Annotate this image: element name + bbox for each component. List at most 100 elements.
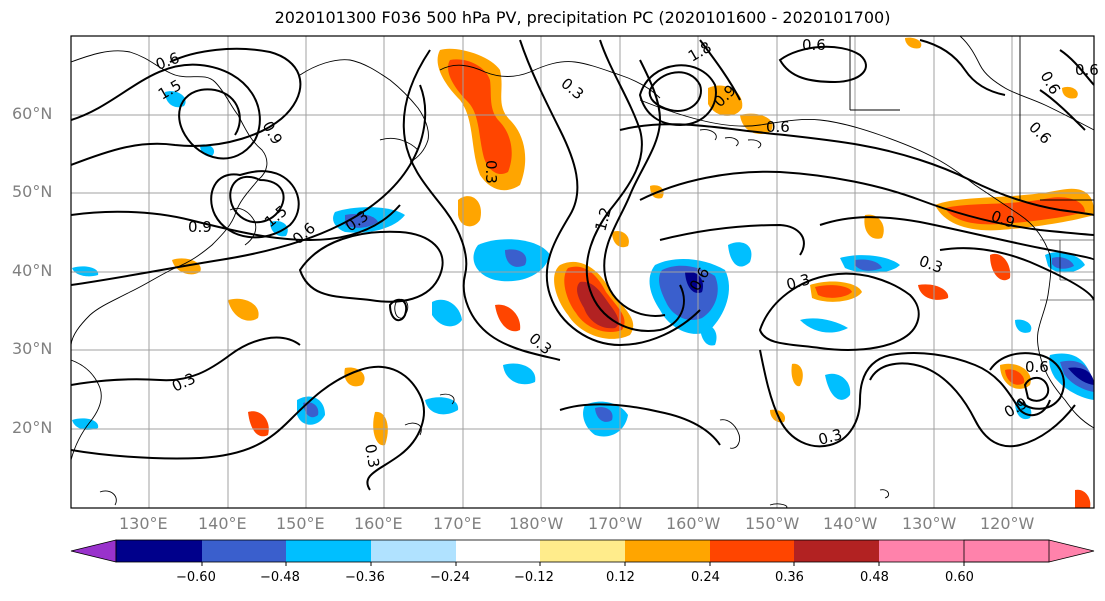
contour-label: 0.3 — [816, 425, 844, 449]
precip-negative-area — [700, 324, 717, 346]
contour-label: 0.6 — [1075, 61, 1099, 79]
precip-negative-area — [1015, 319, 1032, 333]
pv-contour — [699, 39, 741, 101]
precip-positive-area — [344, 367, 365, 387]
precip-negative-area — [659, 265, 718, 321]
colorbar-extend-low — [70, 539, 117, 563]
precip-negative-area — [1052, 257, 1074, 269]
pv-contour — [989, 352, 1065, 410]
precip-negative-area — [825, 373, 851, 400]
colorbar-tick-label: 0.24 — [691, 570, 720, 585]
pv-contour — [229, 175, 285, 224]
contour-label: 0.3 — [784, 270, 812, 294]
pv-contour — [919, 39, 1006, 96]
pv-contours — [71, 39, 1094, 491]
pv-contour — [402, 49, 561, 361]
colorbar-segment — [371, 540, 456, 562]
pv-contour — [1059, 49, 1094, 86]
precip-negative-area — [432, 299, 462, 327]
lon-label: 170°E — [433, 514, 482, 533]
lat-label: 40°N — [12, 261, 53, 280]
graticule — [71, 36, 1094, 508]
precip-positive-area — [1062, 86, 1078, 99]
precip-positive-area — [740, 113, 773, 135]
pv-contour — [778, 45, 867, 84]
lon-label: 140°W — [823, 514, 878, 533]
colorbar-segment — [794, 540, 879, 562]
colorbar-tick-label: 0.60 — [945, 570, 974, 585]
contour-label: 0.6 — [802, 36, 826, 54]
precip-positive-area — [458, 196, 481, 227]
lon-label: 120°W — [980, 514, 1035, 533]
colorbar-segment — [202, 540, 286, 562]
precip-positive-area — [1075, 489, 1091, 508]
precip-negative-area — [303, 402, 319, 418]
lat-label: 30°N — [12, 339, 53, 358]
lon-label: 150°W — [745, 514, 800, 533]
pv-contour — [71, 336, 301, 386]
precip-negative-area — [72, 266, 99, 277]
precip-negative-area — [72, 418, 99, 430]
precip-negative-area — [728, 242, 752, 267]
colorbar-tick-label: 0.36 — [775, 570, 804, 585]
lon-label: 170°W — [588, 514, 643, 533]
contour-label: 0.6 — [766, 118, 790, 136]
pv-contour — [869, 362, 1076, 448]
precip-positive-area — [495, 304, 521, 332]
pv-contour — [659, 223, 805, 256]
precip-negative-area — [800, 318, 848, 333]
lon-label: 130°E — [119, 514, 168, 533]
pv-contour — [71, 365, 425, 491]
colorbar-segment — [286, 540, 371, 562]
precip-negative-area — [595, 407, 613, 422]
pv-contour — [1023, 376, 1050, 402]
lon-label: 140°E — [198, 514, 247, 533]
colorbar-tick-label: 0.48 — [860, 570, 889, 585]
colorbar-tick-label: −0.24 — [430, 570, 470, 585]
lat-label: 50°N — [12, 182, 53, 201]
contour-label: 0.6 — [1025, 358, 1049, 376]
precip-positive-area — [945, 197, 1085, 225]
pv-contour — [519, 39, 701, 347]
precip-negative-area — [270, 220, 288, 237]
precip-positive-area — [228, 298, 259, 321]
pv-contour — [1039, 89, 1086, 131]
pv-contour — [210, 170, 300, 239]
lon-label: 160°E — [354, 514, 403, 533]
lon-label: 130°W — [902, 514, 957, 533]
precip-positive-area — [990, 253, 1011, 281]
colorbar-segment — [879, 540, 964, 562]
pv-contour — [648, 71, 702, 112]
precip-positive-area — [905, 37, 922, 49]
precip-positive-area — [448, 59, 512, 175]
precip-positive-area — [1005, 369, 1025, 385]
precip-negative-area — [165, 91, 186, 108]
pv-contour — [71, 204, 401, 242]
pv-contour — [819, 216, 1094, 261]
colorbar-tick-label: 0.12 — [606, 570, 635, 585]
pv-contour — [71, 84, 427, 286]
pv-contour — [585, 39, 685, 332]
pv-contour — [298, 230, 444, 303]
precip-negative-area — [855, 259, 882, 271]
pv-contour — [639, 170, 1094, 236]
pv-contour — [71, 47, 302, 166]
colorbar-segment — [625, 540, 710, 562]
contour-label: 0.3 — [361, 443, 383, 470]
colorbar-tick-label: −0.36 — [345, 570, 385, 585]
precip-negative-area — [503, 363, 536, 385]
colorbar-segment — [116, 540, 202, 562]
contour-label: 0.9 — [188, 218, 212, 236]
precip-positive-area — [248, 411, 269, 437]
lon-label: 180°W — [509, 514, 564, 533]
contour-label: 0.3 — [482, 160, 500, 184]
colorbar-extend-high — [963, 539, 1095, 563]
lat-label: 60°N — [12, 104, 53, 123]
precip-negative-area — [1068, 367, 1094, 385]
pv-contour — [759, 349, 1051, 448]
colorbar-segment — [710, 540, 794, 562]
lon-label: 160°W — [666, 514, 721, 533]
pv-contour — [388, 298, 408, 322]
pv-contour — [559, 403, 721, 446]
map-title: 2020101300 F036 500 hPa PV, precipitatio… — [274, 8, 891, 27]
